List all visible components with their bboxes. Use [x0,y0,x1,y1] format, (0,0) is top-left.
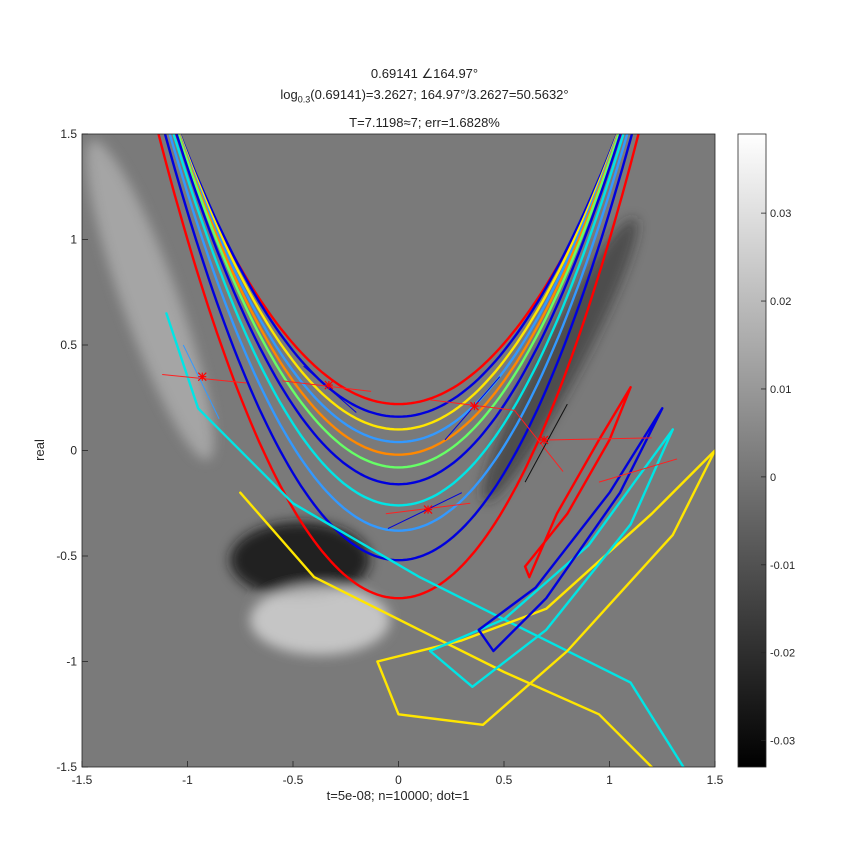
markers [197,372,549,515]
contour-line-10 [157,134,640,600]
y-tick-label-3: 0 [70,444,77,458]
title-line-2: log0.3(0.69141)=3.2627; 164.97°/3.2627=5… [0,87,849,105]
contour-line-14 [428,428,674,688]
colorbar-tick-label-3: 0 [770,472,776,484]
contour-line-11 [165,312,685,767]
direction-segment-11 [387,492,463,530]
light-blob [250,585,390,655]
contour-line-13 [376,449,715,726]
contour-line-12 [239,491,653,767]
x-tick-label-5: 1 [606,773,613,787]
contour-line-15 [477,407,664,653]
contour-lines [157,134,715,767]
marker-1 [324,380,334,390]
contour-line-6 [175,134,622,486]
marker-3 [539,435,549,445]
colorbar-tick-label-4: -0.01 [770,560,795,572]
title-line-3: T=7.1198≈7; err=1.6828% [349,115,500,130]
marker-4 [423,505,433,515]
contour-line-16 [523,386,632,579]
y-tick-label-2: -0.5 [56,549,77,563]
y-tick-label-6: 1.5 [60,127,77,141]
title-line-2-sub: 0.3 [297,94,311,105]
colorbar-gradient [737,133,767,768]
y-tick-label-1: -1 [66,655,77,669]
title-line-2-post: (0.69141)=3.2627; 164.97°/3.2627=50.5632… [310,87,569,102]
colorbar-tick-label-2: 0.01 [770,384,791,396]
x-tick-label-2: -0.5 [283,773,304,787]
light-band [86,139,214,461]
marker-2 [470,401,479,411]
direction-segment-5 [514,410,564,472]
y-tick-label-0: -1.5 [56,760,77,774]
y-tick-label-5: 1 [70,233,77,247]
y-axis-label: real [32,439,47,461]
contour-line-8 [168,134,629,532]
y-axis-ticks: -1.5 -1 -0.5 0 0.5 1 1.5 [56,127,88,774]
contour-line-7 [172,134,625,507]
x-tick-label-4: 0.5 [496,773,513,787]
plot-area [81,133,716,768]
colorbar-ticks: 0.03 0.02 0.01 0 -0.01 -0.02 -0.03 [761,208,795,748]
marker-0 [197,372,207,382]
colorbar-tick-label-6: -0.03 [770,736,795,748]
x-tick-label-3: 0 [395,773,402,787]
x-axis-label: t=5e-08; n=10000; dot=1 [327,788,470,803]
colorbar-tick-label-5: -0.02 [770,648,795,660]
x-tick-label-0: -1.5 [72,773,93,787]
contour-line-5 [177,134,620,469]
title-line-2-pre: log [280,87,298,102]
direction-segment-4 [430,399,515,411]
direction-segment-3 [303,365,357,413]
x-tick-label-1: -1 [182,773,193,787]
colorbar: 0.03 0.02 0.01 0 -0.01 -0.02 -0.03 [737,133,795,768]
x-axis-ticks: -1.5 -1 -0.5 0 0.5 1 1.5 [72,761,724,787]
y-tick-label-4: 0.5 [60,338,77,352]
colorbar-tick-label-1: 0.02 [770,296,791,308]
dark-band [482,218,638,502]
x-tick-label-6: 1.5 [707,773,724,787]
direction-segment-9 [598,458,678,483]
colorbar-tick-label-0: 0.03 [770,208,791,220]
direction-segment-7 [524,403,568,483]
direction-segment-8 [546,437,652,441]
direction-segment-1 [182,344,220,420]
contour-line-9 [163,134,634,562]
title-line-1: 0.69141 ∠164.97° [370,66,479,81]
